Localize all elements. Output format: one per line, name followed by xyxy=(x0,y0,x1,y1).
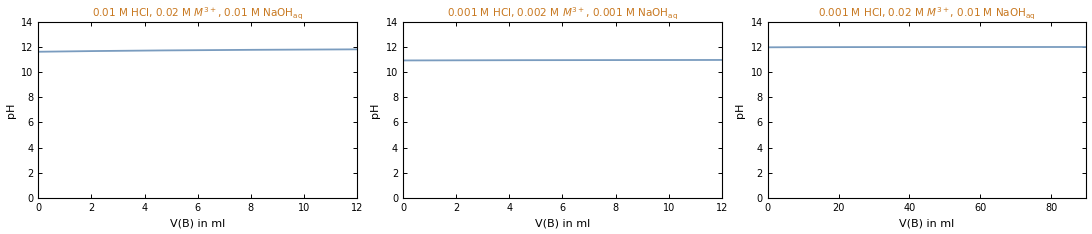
Y-axis label: pH: pH xyxy=(370,102,380,117)
X-axis label: V(B) in ml: V(B) in ml xyxy=(535,219,590,228)
Title: 0.001 M HCl, 0.002 M $\mathit{M}^{3+}$, 0.001 M NaOH$_{\mathrm{aq}}$: 0.001 M HCl, 0.002 M $\mathit{M}^{3+}$, … xyxy=(447,6,678,22)
Title: 0.01 M HCl, 0.02 M $\mathit{M}^{3+}$, 0.01 M NaOH$_{\mathrm{aq}}$: 0.01 M HCl, 0.02 M $\mathit{M}^{3+}$, 0.… xyxy=(92,6,304,22)
Title: 0.001 M HCl, 0.02 M $\mathit{M}^{3+}$, 0.01 M NaOH$_{\mathrm{aq}}$: 0.001 M HCl, 0.02 M $\mathit{M}^{3+}$, 0… xyxy=(818,6,1036,22)
X-axis label: V(B) in ml: V(B) in ml xyxy=(170,219,225,228)
X-axis label: V(B) in ml: V(B) in ml xyxy=(900,219,954,228)
Y-axis label: pH: pH xyxy=(735,102,745,117)
Y-axis label: pH: pH xyxy=(5,102,15,117)
